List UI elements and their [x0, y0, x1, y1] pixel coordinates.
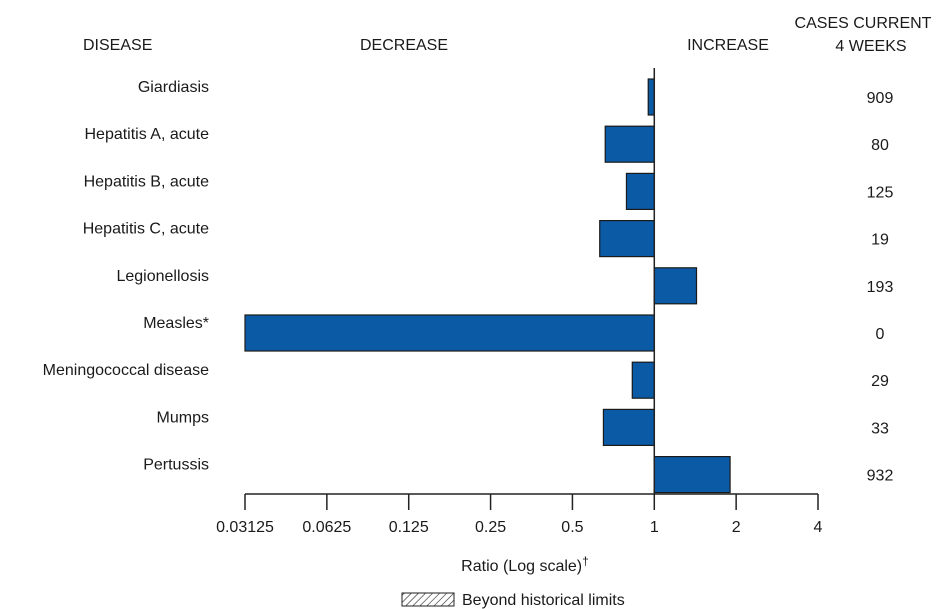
x-tick-label: 1	[650, 519, 659, 536]
category-label: Giardiasis	[138, 79, 209, 96]
category-label: Hepatitis B, acute	[84, 173, 210, 190]
x-tick-label: 2	[732, 519, 741, 536]
cases-value: 193	[867, 279, 894, 296]
x-tick-label: 4	[814, 519, 823, 536]
category-label: Hepatitis C, acute	[83, 221, 209, 238]
cases-value: 0	[876, 326, 885, 343]
cases-value: 29	[871, 373, 889, 390]
header-cases-line2: 4 WEEKS	[835, 38, 906, 55]
bar	[604, 125, 655, 163]
header-decrease: DECREASE	[360, 37, 448, 54]
category-label: Legionellosis	[116, 268, 209, 285]
category-label: Hepatitis A, acute	[84, 126, 209, 143]
x-tick-label: 0.0625	[302, 519, 351, 536]
legend-label: Beyond historical limits	[462, 592, 625, 609]
cases-value: 125	[867, 184, 894, 201]
bar	[244, 314, 655, 352]
x-tick-label: 0.125	[389, 519, 429, 536]
bar	[653, 456, 731, 494]
bar	[647, 78, 655, 116]
x-tick-label: 0.25	[475, 519, 506, 536]
cases-value: 932	[867, 468, 894, 485]
bar	[602, 408, 655, 446]
cases-value: 33	[871, 420, 889, 437]
x-axis-label: Ratio (Log scale)†	[461, 554, 589, 575]
bar	[625, 172, 655, 210]
x-tick-label: 0.5	[561, 519, 583, 536]
category-label: Mumps	[157, 409, 209, 426]
header-cases-line1: CASES CURRENT	[795, 15, 932, 32]
category-label: Pertussis	[143, 457, 209, 474]
cases-group: 909 80 125 19 193 0 29 33 932	[867, 90, 894, 485]
legend-hatch-swatch	[401, 592, 455, 607]
category-labels-group: Giardiasis Hepatitis A, acute Hepatitis B,…	[43, 79, 209, 474]
cases-value: 19	[871, 232, 889, 249]
bar	[599, 220, 655, 258]
header-increase: INCREASE	[687, 37, 769, 54]
bar	[653, 267, 698, 305]
category-label: Measles*	[143, 315, 209, 332]
bars-group	[244, 78, 731, 494]
header-disease: DISEASE	[83, 37, 152, 54]
cases-value: 909	[867, 90, 894, 107]
x-axis-label-text: Ratio (Log scale)	[461, 558, 582, 575]
category-label: Meningococcal disease	[43, 362, 209, 379]
x-tick-label: 0.03125	[216, 519, 274, 536]
x-axis: 0.03125 0.0625 0.125 0.25 0.5 1 2 4	[216, 493, 823, 536]
cases-value: 80	[871, 137, 889, 154]
bar	[631, 361, 655, 399]
x-axis-label-mark: †	[582, 554, 589, 568]
